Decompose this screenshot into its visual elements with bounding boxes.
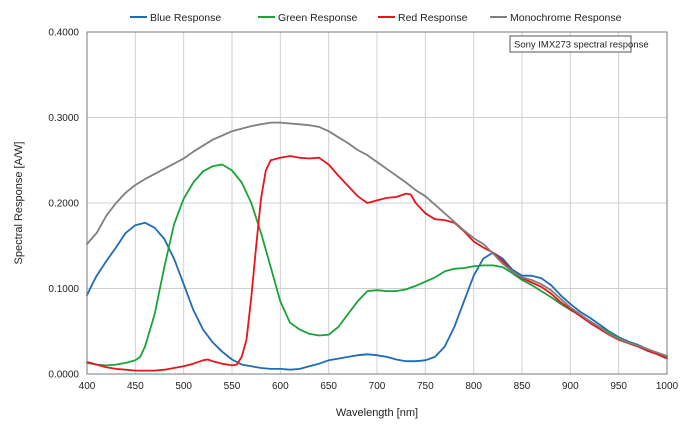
x-tick-label: 600	[272, 381, 289, 392]
x-tick-label: 500	[175, 381, 192, 392]
x-tick-label: 1000	[656, 381, 679, 392]
x-tick-label: 850	[514, 381, 531, 392]
x-tick-label: 800	[465, 381, 482, 392]
y-tick-label: 0.0000	[48, 370, 79, 381]
x-tick-label: 450	[127, 381, 144, 392]
legend-label-green-response: Green Response	[278, 12, 358, 24]
x-tick-label: 750	[417, 381, 434, 392]
legend-label-monochrome-response: Monochrome Response	[510, 12, 622, 24]
legend: Blue Response Green Response Red Response M…	[130, 12, 622, 24]
annotation-text: Sony IMX273 spectral response	[514, 40, 649, 51]
x-axis-title: Wavelength [nm]	[336, 407, 418, 419]
x-tick-label: 950	[610, 381, 627, 392]
x-tick-label: 550	[224, 381, 241, 392]
y-tick-label: 0.2000	[48, 199, 79, 210]
x-tick-label: 700	[369, 381, 386, 392]
annotation-box: Sony IMX273 spectral response	[509, 35, 649, 53]
y-axis-title: Spectral Response [A/W]	[13, 142, 25, 265]
x-tick-label: 650	[320, 381, 337, 392]
y-tick-label: 0.4000	[48, 28, 79, 39]
legend-label-red-response: Red Response	[398, 12, 468, 24]
series-line-monochrome-response	[86, 121, 668, 357]
annotation-frame	[509, 35, 632, 53]
series-line-blue-response	[86, 221, 668, 371]
x-tick-label: 400	[79, 381, 96, 392]
tick-labels: 400 450 500 550 600 650 700 750 800 850 900 950 1000…	[48, 28, 678, 393]
x-tick-label: 900	[562, 381, 579, 392]
series-lines	[86, 121, 668, 372]
plot-frame	[86, 31, 668, 375]
legend-label-blue-response: Blue Response	[150, 12, 221, 24]
series-line-red-response	[86, 155, 668, 372]
y-tick-label: 0.3000	[48, 113, 79, 124]
y-tick-label: 0.1000	[48, 284, 79, 295]
